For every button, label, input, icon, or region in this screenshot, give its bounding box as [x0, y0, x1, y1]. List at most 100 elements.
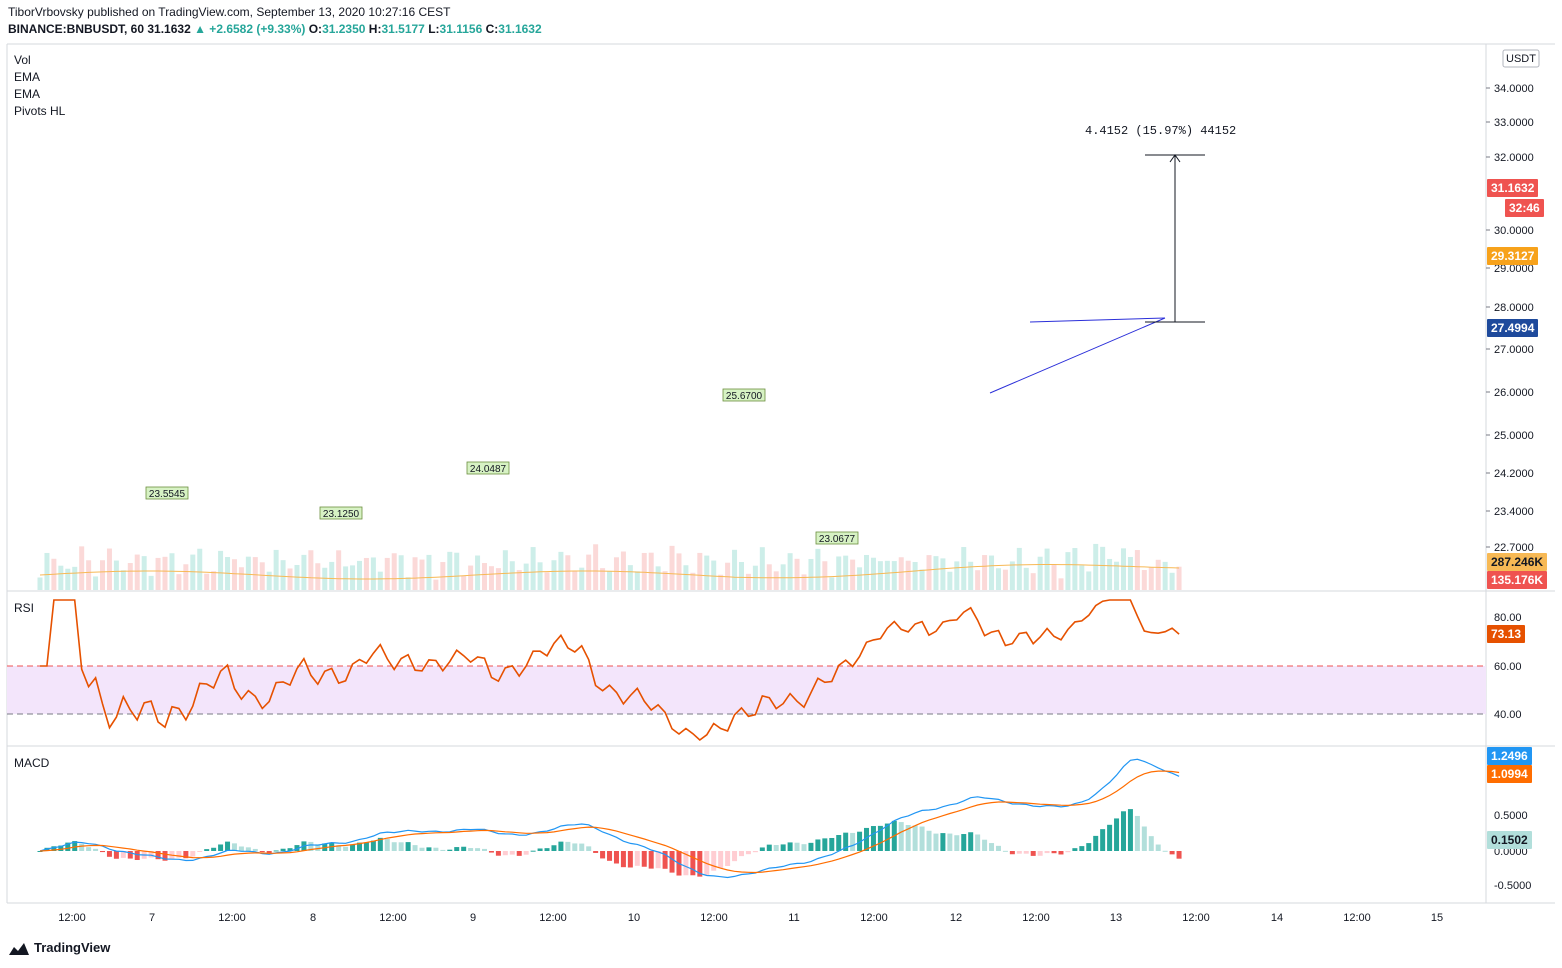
- macd-hist-bar: [461, 846, 467, 851]
- macd-hist-bar: [607, 851, 613, 861]
- volume-bar: [183, 564, 189, 590]
- macd-hist-bar: [982, 839, 988, 851]
- pivot-label-3-text: 24.0487: [470, 464, 507, 475]
- volume-bar: [231, 559, 237, 590]
- volume-bar: [732, 549, 738, 590]
- macd-hist-bar: [579, 843, 585, 851]
- macd-hist-bar: [1009, 851, 1015, 855]
- macd-hist-bar: [294, 845, 300, 851]
- rsi-axis[interactable]: 80.00 60.00 40.00: [1494, 612, 1522, 721]
- volume-bar: [627, 565, 633, 590]
- macd-hist-bar: [1141, 826, 1147, 851]
- rsi-band: [7, 666, 1486, 714]
- macd-hist-bar: [537, 848, 543, 851]
- volume-bar: [877, 561, 883, 590]
- legend-pivots[interactable]: Pivots HL: [14, 104, 66, 118]
- macd-hist-bar: [766, 844, 772, 851]
- macd-hist-bar: [718, 851, 724, 869]
- time-tick-label: 13: [1110, 912, 1122, 924]
- volume-bar: [336, 550, 342, 590]
- volume-bar: [815, 548, 821, 590]
- volume-bar: [1107, 558, 1113, 590]
- ohlc-close: 31.1632: [498, 22, 542, 36]
- macd-hist-bar: [926, 830, 932, 851]
- legend-ema-1[interactable]: EMA: [14, 70, 41, 84]
- volume-bar: [308, 550, 314, 590]
- macd-hist-bar: [648, 851, 654, 869]
- time-axis[interactable]: 12:00 7 12:00 8 12:00 9 12:00 10 12:00 11 12:00 12 1…: [58, 912, 1443, 924]
- macd-hist-bar: [176, 851, 182, 858]
- legend-vol[interactable]: Vol: [14, 53, 31, 67]
- price-tick-label: 27.0000: [1494, 344, 1534, 356]
- macd-hist-bar: [495, 851, 501, 856]
- time-tick-label: 14: [1271, 912, 1283, 924]
- price-tick-label: 32.0000: [1494, 152, 1534, 164]
- volume-bar: [86, 560, 92, 590]
- symbol[interactable]: BINANCE:BNBUSDT, 60: [8, 22, 145, 36]
- volume-bar: [1155, 559, 1161, 590]
- macd-hist-bar: [273, 850, 279, 852]
- price-axis[interactable]: 34.0000 33.0000 32.0000 30.0000 29.0000 28.00…: [1486, 83, 1534, 554]
- macd-hist-bar: [801, 844, 807, 851]
- volume-bar: [106, 548, 112, 590]
- volume-bar: [808, 558, 814, 590]
- macd-hist-bar: [961, 834, 967, 851]
- macd-hist-bar: [162, 851, 168, 861]
- volume-bar: [975, 570, 981, 590]
- price-range-measure[interactable]: [1145, 154, 1205, 323]
- macd-hist-bar: [989, 843, 995, 851]
- volume-bar: [593, 544, 599, 590]
- macd-hist-bar: [280, 848, 286, 851]
- volume-bar: [836, 556, 842, 590]
- volume-bar: [954, 561, 960, 590]
- volume-bar: [204, 573, 210, 590]
- volume-bar: [745, 573, 751, 590]
- macd-hist-bar: [58, 845, 64, 851]
- pivot-label-4: 25.6700: [722, 388, 766, 402]
- macd-histogram: [37, 809, 1182, 877]
- volume-bar: [162, 556, 168, 590]
- macd-hist-bar: [641, 851, 647, 867]
- macd-hist-bar: [190, 851, 196, 857]
- volume-bar: [544, 572, 550, 590]
- macd-hist-bar: [732, 851, 738, 862]
- triangle-pattern[interactable]: [989, 317, 1166, 394]
- volume-bar: [995, 568, 1001, 590]
- macd-hist-bar: [391, 842, 397, 851]
- legend-ema-2[interactable]: EMA: [14, 87, 41, 101]
- volume-bar: [238, 567, 244, 590]
- macd-hist-bar: [155, 851, 161, 860]
- volume-bar: [502, 550, 508, 590]
- tradingview-logo-icon: [9, 943, 29, 955]
- volume-bar: [898, 557, 904, 590]
- macd-hist-bar: [197, 851, 203, 853]
- macd-hist-bar: [752, 851, 758, 853]
- macd-hist-bar: [975, 834, 981, 851]
- volume-bar: [350, 565, 356, 590]
- currency-badge[interactable]: USDT: [1502, 49, 1540, 68]
- ohlc-h-label: H:: [368, 22, 382, 36]
- macd-hist-bar: [1023, 851, 1029, 854]
- macd-title[interactable]: MACD: [14, 756, 50, 770]
- macd-hist-bar: [308, 841, 314, 851]
- volume-bar: [926, 555, 932, 590]
- volume-bar: [79, 546, 85, 590]
- volume-bar: [343, 566, 349, 590]
- volume-bar: [1162, 561, 1168, 590]
- time-tick-label: 12:00: [1182, 912, 1210, 924]
- rsi-tick-label: 40.00: [1494, 709, 1522, 721]
- macd-axis[interactable]: 0.5000 0.0000 -0.5000: [1494, 810, 1531, 892]
- volume-bar: [252, 557, 258, 590]
- rsi-title[interactable]: RSI: [14, 601, 35, 615]
- rsi-line: [40, 599, 1180, 742]
- volume-bar: [280, 560, 286, 590]
- macd-hist-bar: [1100, 829, 1106, 851]
- macd-hist-bar: [1120, 811, 1126, 851]
- macd-hist-bar: [252, 848, 258, 851]
- macd-hist-bar: [586, 846, 592, 851]
- volume-bar: [440, 562, 446, 590]
- macd-hist-bar: [127, 851, 133, 859]
- brand-name[interactable]: TradingView: [34, 940, 111, 955]
- volume-bar: [516, 570, 522, 590]
